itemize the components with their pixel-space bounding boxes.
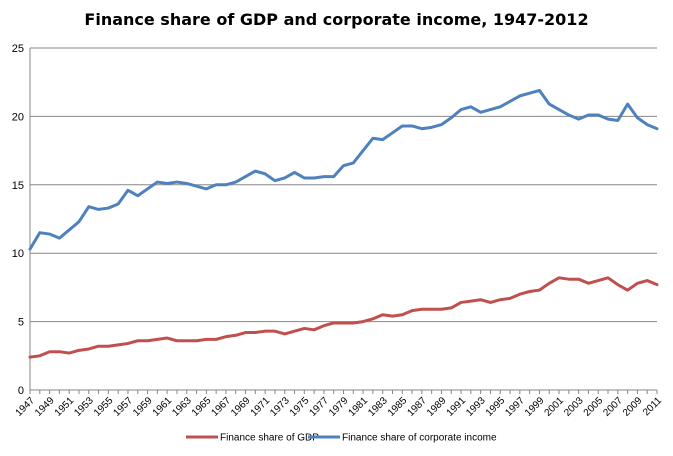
y-tick-label: 0 [18, 385, 24, 397]
chart-title: Finance share of GDP and corporate incom… [84, 10, 589, 29]
x-tick-label: 1959 [131, 395, 155, 419]
series-line-gdp-share [28, 276, 659, 359]
x-tick-label: 1975 [288, 395, 312, 419]
x-tick-label: 1949 [33, 395, 57, 419]
x-tick-label: 2001 [543, 395, 567, 419]
x-tick-label: 1973 [268, 395, 292, 419]
x-tick-label: 1955 [92, 395, 116, 419]
x-tick-label: 2011 [641, 395, 664, 418]
x-tick-label: 1971 [249, 395, 273, 419]
y-tick-label: 5 [18, 317, 24, 329]
x-tick-label: 1983 [366, 395, 390, 419]
x-tick-label: 1985 [386, 395, 410, 419]
y-tick-label: 10 [12, 248, 24, 260]
x-tick-label: 1951 [53, 395, 77, 419]
x-tick-label: 2007 [601, 395, 625, 419]
x-tick-label: 2005 [582, 395, 606, 419]
x-tick-label: 1995 [484, 395, 508, 419]
y-tick-label: 25 [12, 43, 24, 55]
series-line-corporate-income-share [28, 88, 659, 251]
x-tick-label: 1987 [405, 395, 429, 419]
x-tick-label: 2003 [562, 395, 586, 419]
series-lines [28, 88, 659, 359]
x-tick-label: 1969 [229, 395, 253, 419]
x-tick-labels: 1947194919511953195519571959196119631965… [14, 395, 665, 419]
x-tick-label: 1947 [14, 395, 38, 419]
legend-label: Finance share of corporate income [342, 433, 497, 444]
x-tick-label: 1999 [523, 395, 547, 419]
x-tick-label: 1965 [190, 395, 214, 419]
axes [29, 48, 658, 394]
x-tick-label: 1993 [464, 395, 488, 419]
x-tick-label: 1961 [151, 395, 175, 419]
x-tick-label: 1967 [209, 395, 233, 419]
x-tick-label: 2009 [621, 395, 645, 419]
legend-label: Finance share of GDP [220, 433, 319, 444]
x-tick-label: 1963 [170, 395, 194, 419]
legend: Finance share of GDP Finance share of cor… [186, 433, 497, 444]
x-tick-label: 1989 [425, 395, 449, 419]
x-tick-label: 1957 [112, 395, 136, 419]
x-tick-label: 1991 [445, 395, 469, 419]
y-tick-label: 20 [12, 111, 24, 123]
x-tick-label: 1981 [347, 395, 371, 419]
x-tick-label: 1977 [307, 395, 331, 419]
x-tick-label: 1997 [503, 395, 527, 419]
gridlines [30, 47, 657, 323]
x-tick-label: 1953 [72, 395, 96, 419]
y-tick-label: 15 [12, 180, 24, 192]
y-tick-labels: 0 5 10 15 20 25 [12, 43, 24, 397]
x-tick-label: 1979 [327, 395, 351, 419]
